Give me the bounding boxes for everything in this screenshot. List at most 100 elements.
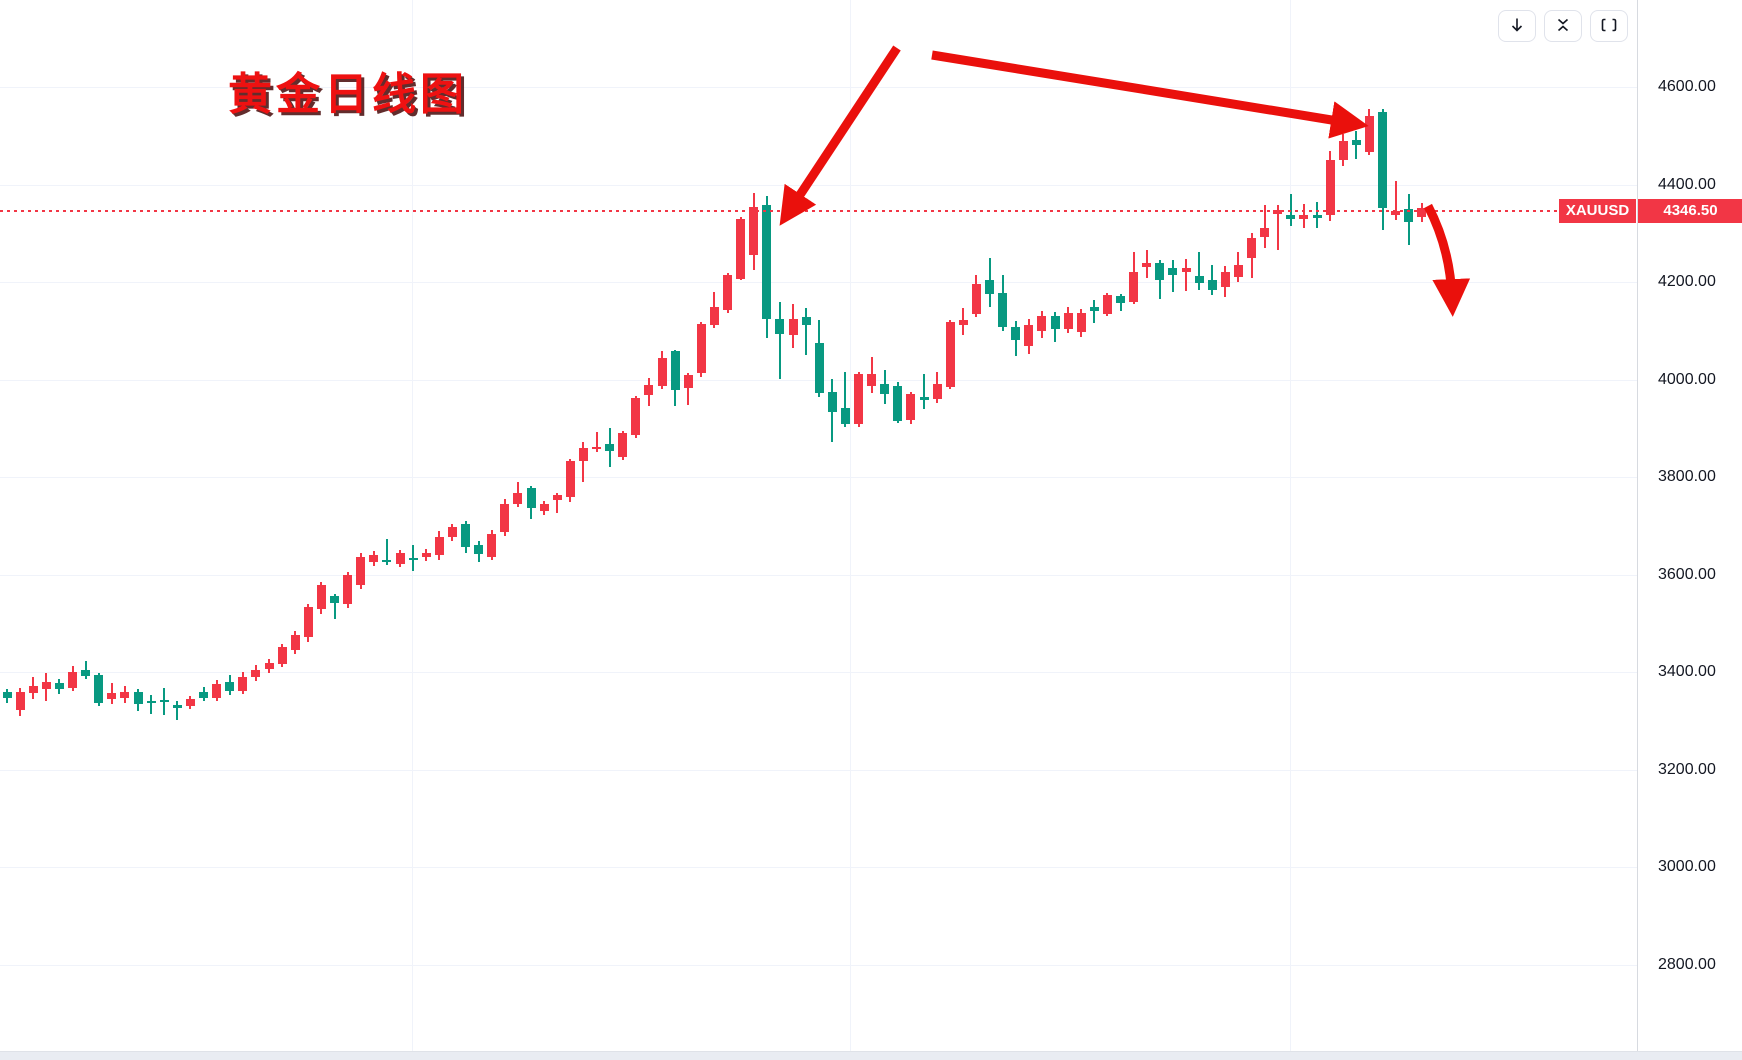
candle-body	[94, 675, 104, 703]
candle-body	[107, 693, 117, 699]
collapse-chevrons-icon	[1554, 16, 1572, 37]
candle-body	[1011, 326, 1021, 340]
axis-tick-label: 3200.00	[1658, 760, 1716, 778]
candle-body	[1338, 141, 1348, 161]
candle-wick	[1263, 205, 1266, 249]
axis-tick-label: 2800.00	[1658, 955, 1716, 973]
candle-body	[945, 321, 955, 387]
candle-body	[1194, 276, 1204, 284]
candle-body	[172, 704, 182, 708]
candle-body	[985, 279, 994, 294]
candle-wick	[805, 308, 808, 355]
candlestick-chart-area[interactable]	[0, 0, 1637, 1051]
candle-body	[356, 556, 366, 586]
collapse-scale-button[interactable]	[1544, 10, 1582, 42]
candle-body	[1142, 262, 1152, 267]
candle-body	[68, 672, 77, 688]
candle-body	[539, 503, 549, 512]
candle-body	[1076, 312, 1086, 332]
axis-tick-label: 3800.00	[1658, 468, 1716, 486]
candle-body	[565, 460, 575, 498]
chart-toolbar	[1498, 10, 1628, 42]
candle-body	[1037, 316, 1047, 331]
candle-body	[749, 206, 759, 256]
candle-body	[723, 275, 732, 311]
candle-body	[1181, 267, 1191, 273]
candle-body	[159, 699, 169, 703]
maximize-button[interactable]	[1590, 10, 1628, 42]
candle-body	[343, 574, 353, 604]
candle-body	[618, 433, 628, 458]
candle-wick	[84, 660, 87, 680]
gridline-h	[0, 769, 1637, 771]
candle-body	[500, 504, 510, 533]
price-axis[interactable]: 4346.50 4600.00 4400.00 4200.00 4000.00 3800…	[1637, 0, 1742, 1051]
candle-body	[1168, 268, 1178, 276]
candle-body	[1207, 280, 1217, 290]
gridline-h	[0, 282, 1637, 284]
candle-body	[827, 391, 837, 412]
candle-body	[81, 670, 91, 677]
candle-body	[696, 323, 706, 374]
candle-body	[788, 318, 798, 336]
axis-tick-label: 4200.00	[1658, 273, 1716, 291]
candle-body	[736, 218, 746, 279]
candle-body	[251, 669, 261, 677]
candle-body	[474, 545, 484, 554]
candle-body	[880, 384, 890, 395]
candle-body	[303, 606, 313, 638]
current-price-dotted-line	[0, 209, 1637, 212]
candle-body	[277, 647, 287, 664]
candle-body	[1233, 265, 1243, 277]
candle-body	[958, 319, 968, 325]
candle-body	[41, 682, 51, 690]
candle-body	[1299, 214, 1309, 219]
candle-body	[644, 385, 654, 396]
candle-wick	[923, 373, 925, 409]
candle-body	[854, 373, 863, 424]
gridline-h	[0, 867, 1637, 869]
gridline-h	[0, 184, 1637, 186]
candle-body	[238, 676, 248, 692]
axis-tick-label: 3400.00	[1658, 663, 1716, 681]
bottom-scrollbar[interactable]	[0, 1051, 1742, 1060]
candle-body	[146, 701, 156, 704]
candle-body	[1378, 111, 1387, 208]
candle-wick	[556, 492, 559, 514]
candle-body	[971, 283, 981, 314]
candle-body	[1063, 313, 1073, 330]
candle-wick	[687, 372, 690, 405]
candle-body	[1391, 211, 1401, 215]
axis-tick-label: 3600.00	[1658, 565, 1716, 583]
candle-body	[1116, 296, 1125, 303]
candle-wick	[1119, 293, 1122, 312]
candle-wick	[844, 371, 847, 427]
candle-body	[840, 408, 850, 424]
candle-wick	[582, 442, 585, 483]
candle-body	[1102, 294, 1112, 314]
candle-body	[185, 698, 195, 706]
candle-body	[1129, 271, 1139, 302]
candle-body	[1286, 215, 1296, 220]
candle-body	[1155, 263, 1165, 280]
down-arrow-icon	[1508, 16, 1526, 37]
candle-body	[199, 692, 208, 698]
candle-body	[369, 555, 379, 563]
candle-body	[670, 351, 680, 390]
candle-body	[605, 444, 615, 451]
candle-body	[709, 306, 719, 325]
candle-body	[683, 375, 693, 389]
candle-body	[1024, 325, 1034, 346]
candle-body	[316, 585, 326, 609]
gridline-v	[412, 0, 413, 1051]
candle-body	[801, 317, 811, 326]
candle-wick	[110, 683, 113, 704]
candle-body	[212, 684, 222, 698]
candle-body	[578, 448, 588, 461]
candle-body	[2, 691, 12, 698]
candle-body	[1089, 307, 1099, 311]
scroll-to-latest-button[interactable]	[1498, 10, 1536, 42]
candle-body	[434, 537, 444, 556]
candle-body	[1260, 227, 1270, 237]
candle-body	[1247, 238, 1256, 259]
